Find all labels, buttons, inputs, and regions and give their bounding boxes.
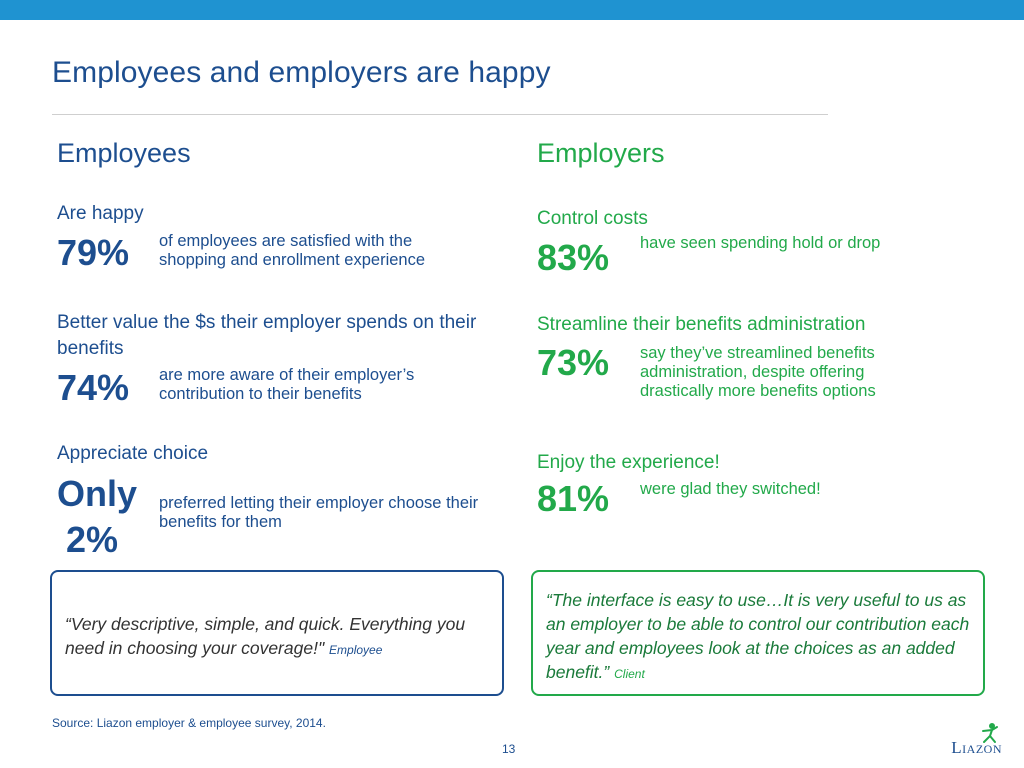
employees-item-1-desc: of employees are satisfied with the shop… <box>159 232 426 269</box>
client-quote-attribution: Client <box>614 667 645 681</box>
employees-heading: Employees <box>57 138 191 168</box>
employees-item-3-stat: 2% <box>66 519 119 560</box>
employees-item-2-desc: are more aware of their employer’s contr… <box>159 366 415 403</box>
employers-heading: Employers <box>537 138 665 168</box>
employees-item-3-desc: preferred letting their employer choose … <box>159 494 479 531</box>
employees-item-1-subtitle: Are happy <box>57 203 144 224</box>
employers-item-1-desc: have seen spending hold or drop <box>640 234 881 252</box>
employees-item-2-subtitle: Better value the $s their employer spend… <box>57 312 477 359</box>
employers-item-1-stat: 83% <box>537 237 610 278</box>
page-title: Employees and employers are happy <box>52 56 551 89</box>
employers-item-3-desc: were glad they switched! <box>640 480 821 498</box>
employers-item-2-stat: 73% <box>537 342 610 383</box>
client-quote: “The interface is easy to use…It is very… <box>546 588 976 686</box>
source-note: Source: Liazon employer & employee surve… <box>52 716 326 730</box>
employee-quote: “Very descriptive, simple, and quick. Ev… <box>65 612 475 662</box>
employers-item-2-desc: say they’ve streamlined benefits adminis… <box>640 344 876 400</box>
employers-item-3-stat: 81% <box>537 478 610 519</box>
liazon-logo: Liazon <box>938 722 1002 762</box>
employers-item-3-subtitle: Enjoy the experience! <box>537 452 720 473</box>
logo-text: Liazon <box>951 738 1002 757</box>
employees-item-3-subtitle: Appreciate choice <box>57 443 209 464</box>
top-accent-bar <box>0 0 1024 20</box>
client-quote-box: “The interface is easy to use…It is very… <box>531 570 985 696</box>
employee-quote-text: “Very descriptive, simple, and quick. Ev… <box>65 614 466 658</box>
employee-quote-box: “Very descriptive, simple, and quick. Ev… <box>50 570 504 696</box>
employees-item-3-stat-prefix: Only <box>57 473 138 514</box>
employees-item-2-stat: 74% <box>57 367 130 408</box>
person-icon <box>982 723 998 743</box>
employers-item-1-subtitle: Control costs <box>537 208 648 229</box>
client-quote-text: “The interface is easy to use…It is very… <box>546 590 970 682</box>
page-number: 13 <box>502 742 516 756</box>
title-divider <box>52 114 828 115</box>
employers-item-2-subtitle: Streamline their benefits administration <box>537 314 866 335</box>
employees-item-1-stat: 79% <box>57 232 130 273</box>
employee-quote-attribution: Employee <box>329 643 383 657</box>
